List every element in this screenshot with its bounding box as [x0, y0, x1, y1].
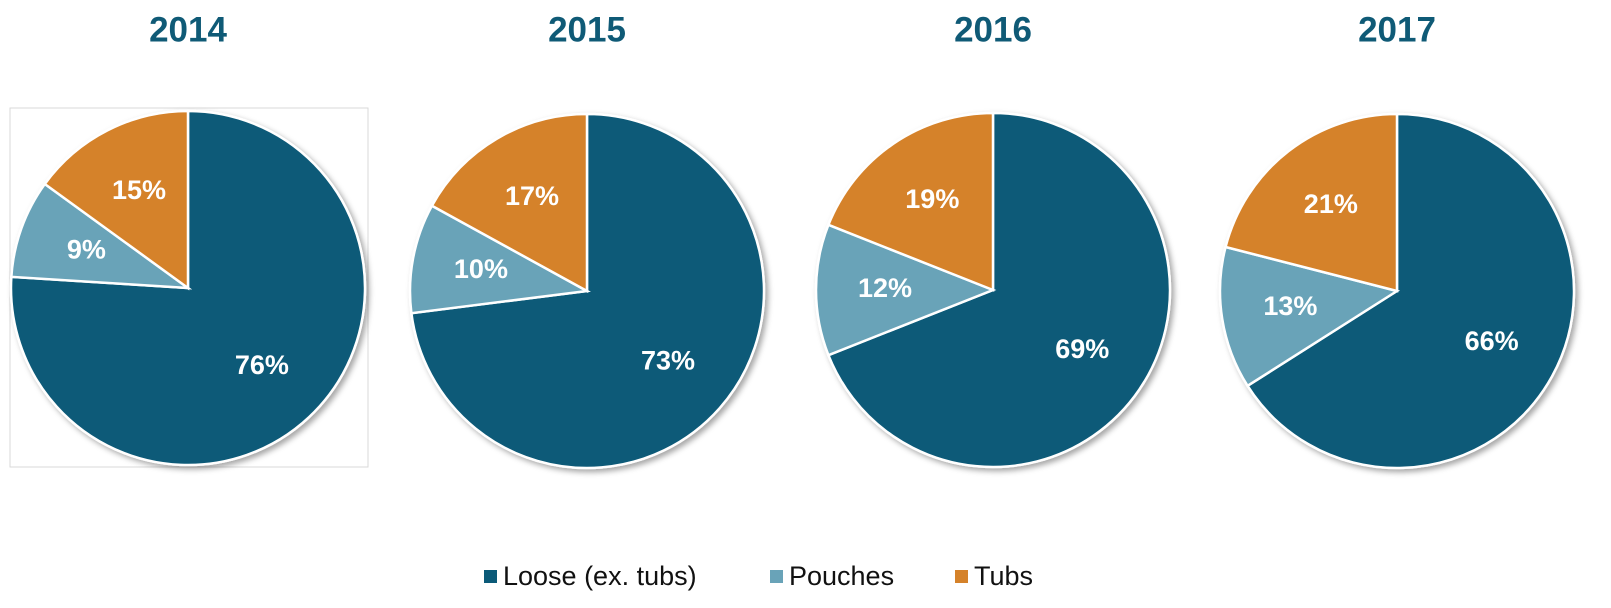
pie-slice	[826, 111, 1172, 469]
pie-slice	[1224, 112, 1399, 293]
data-label: 12%	[858, 273, 912, 303]
pie-slice	[814, 223, 997, 357]
legend-label: Pouches	[789, 561, 894, 591]
data-label: 15%	[112, 175, 166, 205]
pie-slice	[1218, 245, 1401, 388]
data-label: 73%	[641, 346, 695, 376]
data-label: 13%	[1263, 291, 1317, 321]
data-label: 69%	[1055, 334, 1109, 364]
data-label: 9%	[67, 235, 106, 265]
chart-title: 2014	[149, 10, 227, 49]
data-label: 66%	[1465, 326, 1519, 356]
legend-label: Loose (ex. tubs)	[503, 561, 697, 591]
pie-slice	[43, 109, 190, 291]
data-label: 76%	[235, 350, 289, 380]
pie-slice	[9, 109, 367, 467]
chart-title: 2015	[548, 10, 626, 49]
legend-swatch	[770, 570, 783, 583]
pie	[1218, 112, 1576, 470]
pie	[9, 109, 367, 467]
data-label: 19%	[905, 184, 959, 214]
pie-slice	[10, 182, 193, 290]
pie	[408, 112, 766, 470]
pie	[814, 111, 1172, 469]
chart-title: 2016	[954, 10, 1032, 49]
legend-swatch	[484, 570, 497, 583]
legend-label: Tubs	[974, 561, 1033, 591]
pie-slice	[430, 112, 589, 294]
pie-slice	[408, 204, 591, 315]
data-label: 17%	[505, 181, 559, 211]
data-label: 21%	[1304, 189, 1358, 219]
chart-title: 2017	[1358, 10, 1436, 49]
pie-slice	[1245, 112, 1576, 470]
legend-swatch	[955, 570, 968, 583]
data-label: 10%	[454, 254, 508, 284]
pie-slice	[826, 111, 995, 292]
